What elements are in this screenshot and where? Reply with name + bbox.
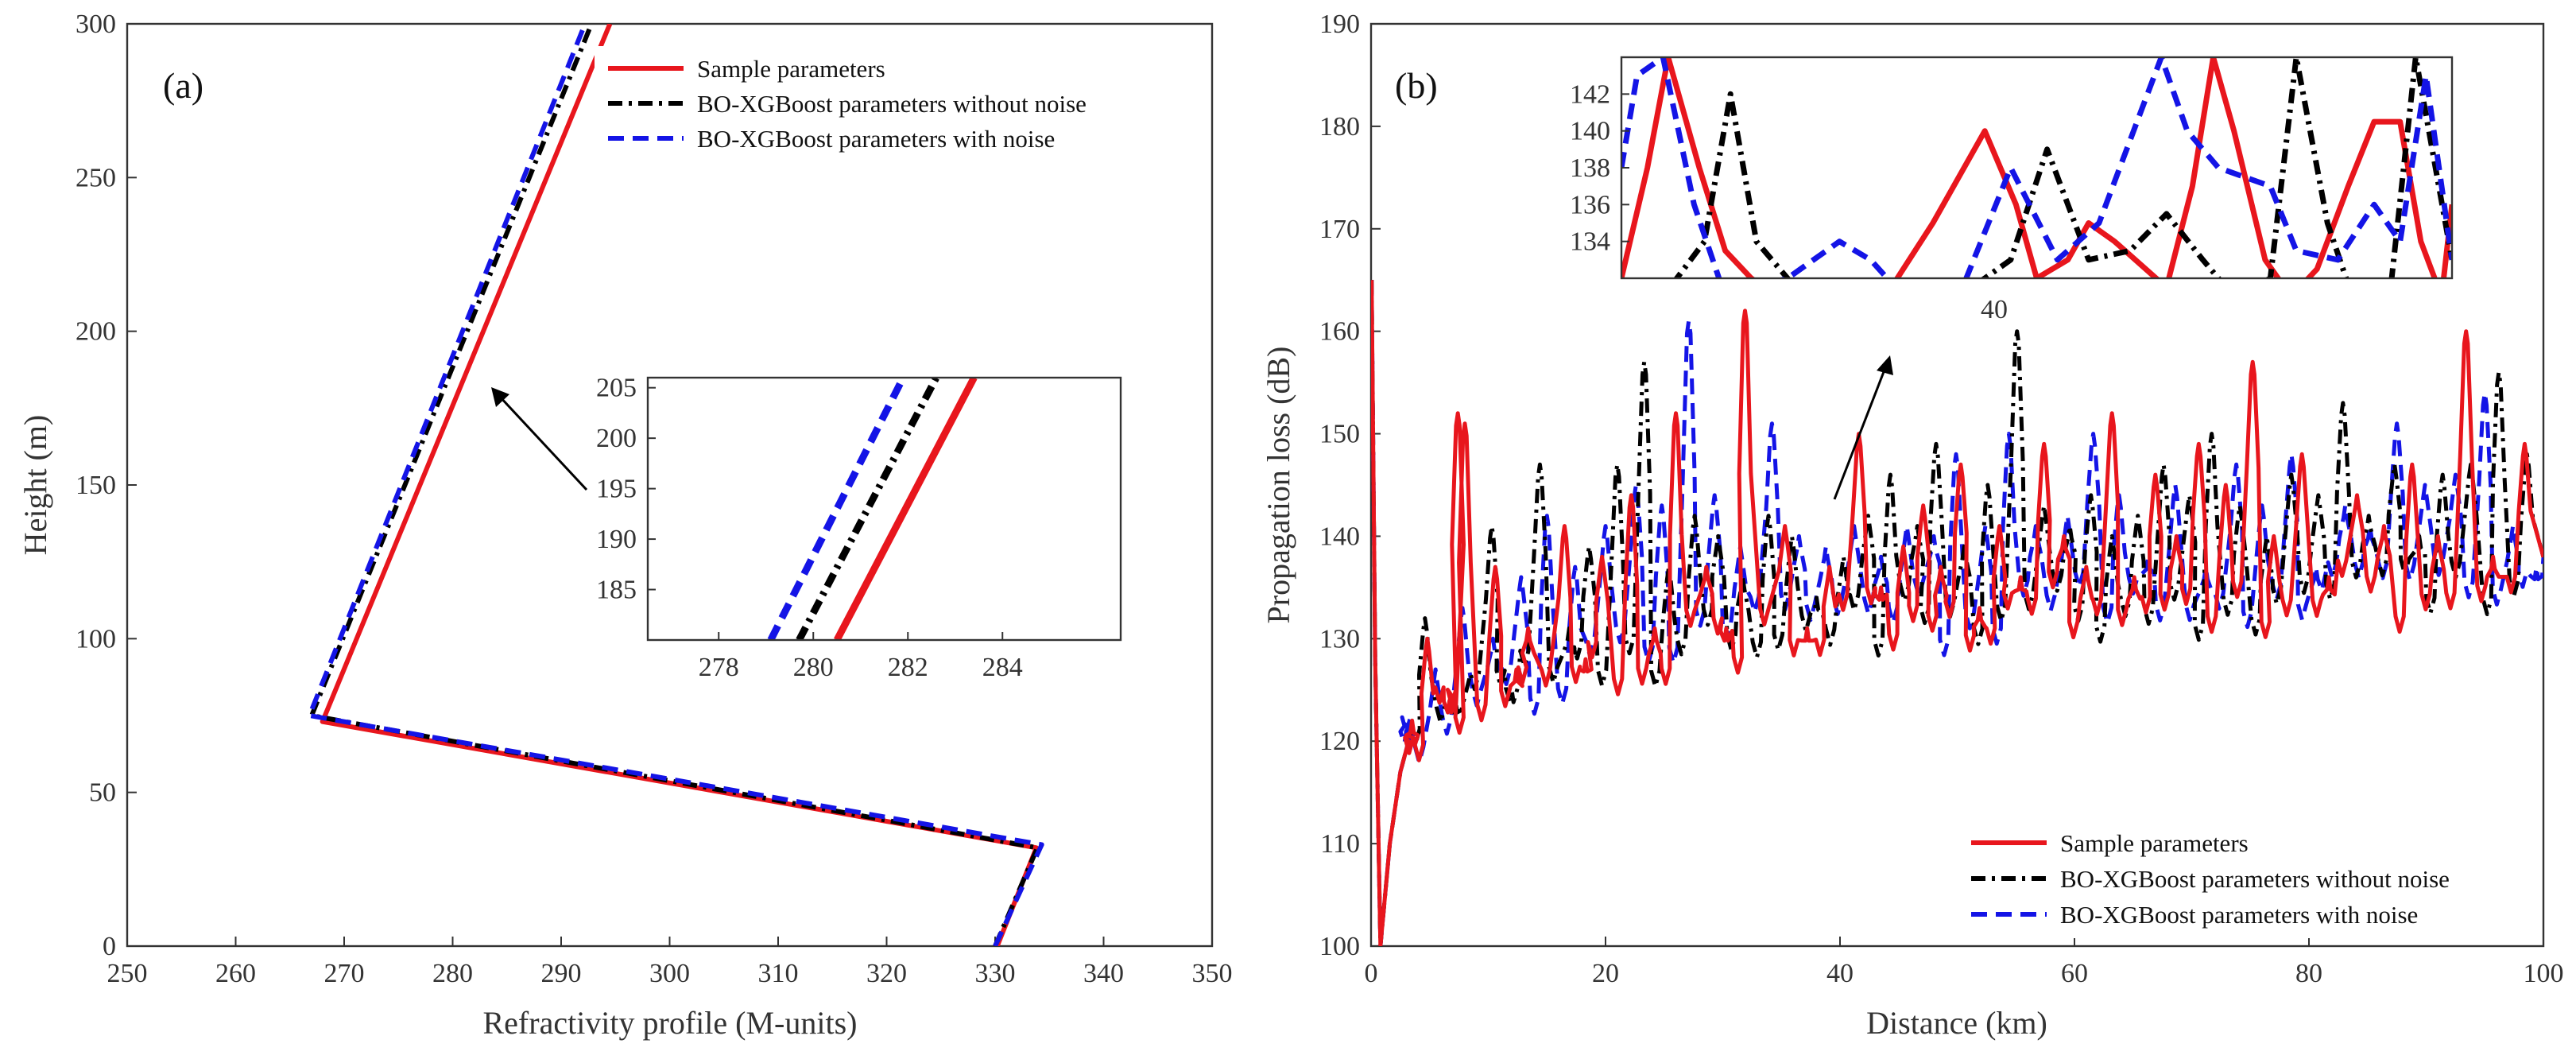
panel-a-x-tick-label-250: 250 [107,959,148,988]
panel-b-x-tick-label-20: 20 [1592,959,1619,988]
panel-b-legend-label-sample: Sample parameters [2060,829,2249,857]
panel-a-x-tick-label-330: 330 [975,959,1016,988]
panel-a-inset-y-tick-label-185: 185 [596,576,637,605]
panel-a-inset-x-ticks: 278 280 282 284 [699,632,1023,682]
panel-a-label: (a) [163,65,203,106]
panel-b-y-tick-label-100: 100 [1319,932,1360,961]
panel-b-y-tick-label-130: 130 [1319,624,1360,654]
panel-a-inset-y-tick-label-195: 195 [596,475,637,504]
panel-b-y-tick-label-180: 180 [1319,112,1360,142]
panel-a-legend-label-without-noise: BO-XGBoost parameters without noise [697,90,1087,118]
panel-a-y-tick-label-0: 0 [103,932,116,961]
panel-a-inset-y-tick-label-190: 190 [596,525,637,554]
panel-a-legend-label-with-noise: BO-XGBoost parameters with noise [697,125,1055,153]
panel-a-legend-label-sample: Sample parameters [697,55,885,83]
panel-a-y-tick-label-300: 300 [76,10,116,39]
panel-a-zoom-arrow-shaft [498,394,588,491]
panel-b: 0 20 40 60 80 100 100 110 120 130 140 150 160 170 180… [1261,10,2564,1041]
panel-b-inset-series-line-2 [1621,57,2452,278]
panel-a-x-tick-label-260: 260 [215,959,256,988]
panel-b-label: (b) [1395,65,1438,106]
panel-a-series-line-2 [307,24,1044,946]
panel-b-x-axis-label: Distance (km) [1866,1005,2047,1041]
panel-a-inset-y-ticks: 185 190 195 200 205 [596,374,656,605]
panel-b-x-tick-label-40: 40 [1826,959,1854,988]
panel-b-y-ticks: 100 110 120 130 140 150 160 170 180 190 [1319,10,1381,961]
panel-a-inset-series-line-0 [834,378,978,640]
panel-a-x-tick-label-300: 300 [649,959,690,988]
panel-b-inset-y-tick-label-140: 140 [1570,117,1610,146]
panel-a-x-ticks: 250 260 270 280 290 300 310 320 330 340 350 [107,937,1233,988]
panel-b-plot-frame [1369,22,2545,948]
panel-a-inset-x-tick-label-280: 280 [793,653,834,682]
panel-b-series-line-0 [1371,280,2543,946]
panel-a: 250 260 270 280 290 300 310 320 330 340 350 0 50 100… [17,10,1233,1041]
panel-b-legend-box [1959,819,2535,938]
panel-b-legend-label-without-noise: BO-XGBoost parameters without noise [2060,865,2450,893]
panel-a-y-tick-label-150: 150 [76,471,116,500]
panel-a-x-tick-label-340: 340 [1083,959,1124,988]
panel-b-y-axis-label: Propagation loss (dB) [1261,347,1296,624]
panel-a-legend-box [595,46,1167,161]
panel-b-inset-y-tick-label-136: 136 [1570,190,1610,219]
panel-b-inset-series-line-0 [1621,57,2452,278]
panel-a-x-tick-label-320: 320 [866,959,907,988]
panel-b-y-tick-label-160: 160 [1319,317,1360,347]
panel-a-y-tick-label-100: 100 [76,624,116,654]
panel-b-y-tick-label-170: 170 [1319,215,1360,244]
panel-b-y-tick-label-120: 120 [1319,727,1360,756]
panel-a-inset-y-tick-label-205: 205 [596,374,637,403]
panel-a-x-tick-label-290: 290 [541,959,582,988]
panel-a-y-ticks: 0 50 100 150 200 250 300 [76,10,137,961]
panel-b-inset-y-ticks: 134 136 138 140 142 [1570,80,1629,257]
panel-a-y-axis-label: Height (m) [17,415,53,556]
panel-b-x-ticks: 0 20 40 60 80 100 [1365,937,2564,988]
panel-b-y-tick-label-190: 190 [1319,10,1360,39]
panel-b-y-tick-label-110: 110 [1320,829,1360,859]
panel-a-legend: Sample parameters BO-XGBoost parameters … [595,46,1167,161]
panel-a-x-tick-label-270: 270 [324,959,365,988]
panel-a-inset-x-tick-label-282: 282 [888,653,928,682]
panel-b-inset-series-line-1 [1673,57,2452,278]
panel-a-inset-x-tick-label-284: 284 [982,653,1023,682]
panel-a-inset-frame [646,376,1122,642]
panel-a-series [307,24,1044,946]
panel-b-inset-y-tick-label-142: 142 [1570,80,1610,109]
panel-a-zoom-arrow-head [491,387,509,407]
panel-b-inset-y-tick-label-134: 134 [1570,227,1610,257]
panel-b-inset-x-label: 40 [1981,295,2008,324]
panel-b-zoom-arrow-shaft [1833,365,1888,500]
panel-b-inset-series [1621,57,2452,278]
panel-b-y-tick-label-140: 140 [1319,522,1360,551]
panel-a-inset-series-line-1 [796,378,939,640]
panel-b-x-tick-label-60: 60 [2061,959,2088,988]
panel-b-inset: 134 136 138 140 142 40 [1570,56,2454,324]
panel-a-y-tick-label-250: 250 [76,163,116,192]
panel-b-x-tick-label-80: 80 [2295,959,2322,988]
panel-b-series [1371,280,2543,946]
panel-b-series-line-1 [1371,280,2543,946]
panel-a-x-tick-label-350: 350 [1192,959,1233,988]
panel-b-x-tick-label-100: 100 [2524,959,2564,988]
panel-a-y-tick-label-200: 200 [76,317,116,347]
panel-b-legend-label-with-noise: BO-XGBoost parameters with noise [2060,901,2418,929]
panel-b-zoom-arrow-head [1877,355,1893,375]
panel-a-x-tick-label-310: 310 [758,959,799,988]
panel-b-y-tick-label-150: 150 [1319,420,1360,449]
panel-b-inset-y-tick-label-138: 138 [1570,153,1610,183]
panel-a-x-axis-label: Refractivity profile (M-units) [483,1005,858,1041]
panel-a-inset-series [767,378,978,640]
panel-b-x-tick-label-0: 0 [1365,959,1378,988]
panel-b-legend: Sample parameters BO-XGBoost parameters … [1959,819,2535,938]
panel-a-inset-y-tick-label-200: 200 [596,424,637,453]
panel-a-inset-background [648,378,1121,640]
panel-a-inset-x-tick-label-278: 278 [699,653,739,682]
panel-a-x-tick-label-280: 280 [432,959,473,988]
panel-a-inset: 278 280 282 284 185 190 195 200 205 [596,374,1122,682]
panel-a-y-tick-label-50: 50 [89,778,116,808]
